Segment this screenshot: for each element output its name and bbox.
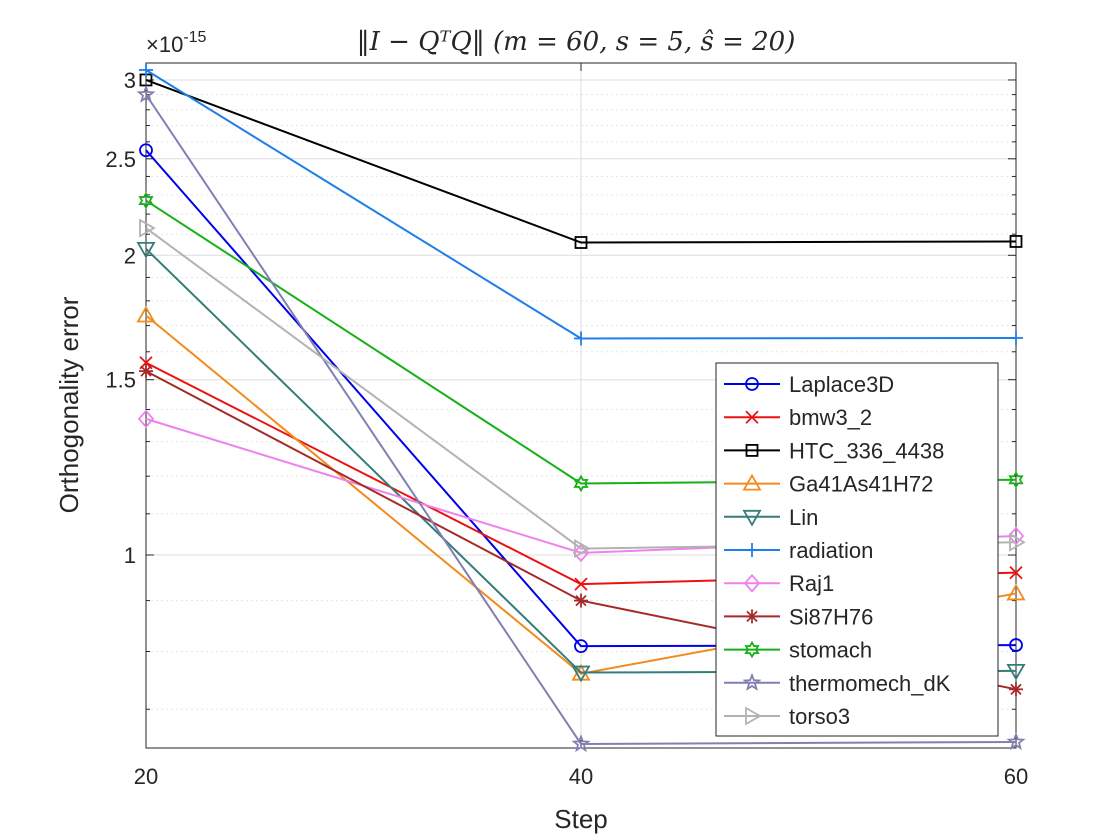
data-point-marker: [1009, 330, 1023, 345]
x-stroke: [745, 410, 759, 424]
legend-label: Laplace3D: [789, 372, 894, 397]
data-point-marker: [1009, 682, 1023, 697]
legend-entry: torso3: [724, 704, 850, 729]
data-point-marker: [1009, 235, 1023, 248]
y-axis-exponent: ×10-15: [146, 29, 207, 57]
legend-items: Laplace3D bmw3_2 HTC_336_4438 Ga41As41H72 Li…: [724, 372, 951, 729]
asterisk-stroke: [746, 610, 758, 623]
legend-swatch-marker: [745, 609, 759, 624]
data-point-marker: [574, 593, 588, 608]
series-line: [145, 94, 1017, 745]
data-point-marker: [136, 241, 156, 259]
y-axis-exponent-power: -15: [183, 29, 206, 46]
data-point-marker: [571, 733, 591, 753]
data-point-marker: [1009, 638, 1023, 652]
y-tick-label: 1.5: [105, 368, 136, 393]
asterisk-stroke: [140, 365, 152, 377]
legend-swatch-marker: [742, 672, 762, 691]
x-stroke: [1009, 566, 1023, 580]
x-stroke: [574, 577, 588, 591]
x-axis-label: Step: [554, 804, 608, 834]
data-point-marker: [139, 364, 153, 379]
data-point-marker: [573, 474, 589, 493]
series-thermomech_dK: [136, 84, 1026, 753]
grid: [145, 63, 1017, 748]
legend-label: bmw3_2: [789, 405, 872, 430]
legend-entry: stomach: [724, 638, 872, 663]
y-axis-exponent-base: ×10: [146, 32, 183, 57]
legend-swatch-marker: [745, 443, 759, 457]
legend-swatch-marker: [743, 573, 761, 593]
legend-swatch-marker: [745, 706, 762, 726]
data-point-marker: [1008, 470, 1024, 489]
legend-label: Lin: [789, 505, 818, 530]
legend-label: torso3: [789, 704, 850, 729]
data-point-marker: [136, 305, 156, 323]
data-point-marker: [139, 62, 153, 77]
x-tick-label: 60: [1004, 764, 1028, 789]
legend-swatch-marker: [745, 543, 759, 557]
legend-entry: Laplace3D: [724, 372, 894, 397]
data-point-marker: [1006, 731, 1026, 751]
legend-entry: Raj1: [724, 571, 834, 596]
data-point-marker: [1006, 583, 1026, 601]
legend: Laplace3D bmw3_2 HTC_336_4438 Ga41As41H72 Li…: [715, 362, 999, 737]
asterisk-stroke: [575, 594, 587, 607]
legend-swatch-marker: [744, 640, 760, 659]
legend-label: Si87H76: [789, 604, 873, 629]
data-point-marker: [574, 331, 588, 346]
data-point-marker: [137, 409, 155, 429]
legend-label: Raj1: [789, 571, 834, 596]
asterisk-stroke: [1010, 683, 1022, 695]
legend-swatch-marker: [742, 473, 762, 491]
y-axis-label: Orthogonality error: [54, 296, 84, 513]
y-tick-label: 2: [124, 243, 136, 268]
legend-label: radiation: [789, 538, 873, 563]
data-point-marker: [574, 539, 591, 559]
legend-entry: Si87H76: [724, 604, 873, 629]
legend-label: stomach: [789, 638, 872, 663]
legend-swatch-marker: [745, 377, 759, 391]
legend-label: thermomech_dK: [789, 671, 951, 696]
data-point-marker: [136, 84, 156, 103]
legend-swatch-marker: [745, 410, 759, 424]
axis-ticks: 1 1.5 2 2.5 3 20 40 60: [105, 63, 1028, 789]
x-tick-label: 20: [134, 764, 158, 789]
x-tick-label: 40: [569, 764, 593, 789]
data-point-marker: [574, 236, 588, 249]
legend-entry: Ga41As41H72: [724, 472, 933, 497]
series-line: [145, 79, 1017, 244]
data-point-marker: [1009, 566, 1023, 580]
legend-label: HTC_336_4438: [789, 438, 944, 463]
data-point-marker: [1006, 663, 1026, 681]
data-point-marker: [1007, 526, 1025, 546]
chart-title: ‖I − QᵀQ‖ (m = 60, s = 5, ŝ = 20): [357, 27, 796, 57]
data-point-marker: [571, 665, 591, 683]
data-point-marker: [139, 143, 153, 158]
data-point-marker: [138, 191, 154, 210]
data-point-marker: [139, 218, 156, 238]
legend-swatch-marker: [742, 509, 762, 527]
legend-entry: HTC_336_4438: [724, 438, 944, 463]
data-point-marker: [1009, 532, 1026, 552]
series-radiation: [139, 62, 1023, 346]
data-point-marker: [574, 577, 588, 591]
legend-entry: thermomech_dK: [724, 671, 951, 696]
legend-entry: bmw3_2: [724, 405, 872, 430]
legend-label: Ga41As41H72: [789, 472, 933, 497]
y-tick-label: 1: [124, 543, 136, 568]
data-point-marker: [574, 639, 588, 654]
legend-entry: radiation: [724, 538, 873, 563]
legend-entry: Lin: [724, 505, 818, 530]
y-tick-label: 3: [124, 68, 136, 93]
y-tick-label: 2.5: [105, 147, 136, 172]
